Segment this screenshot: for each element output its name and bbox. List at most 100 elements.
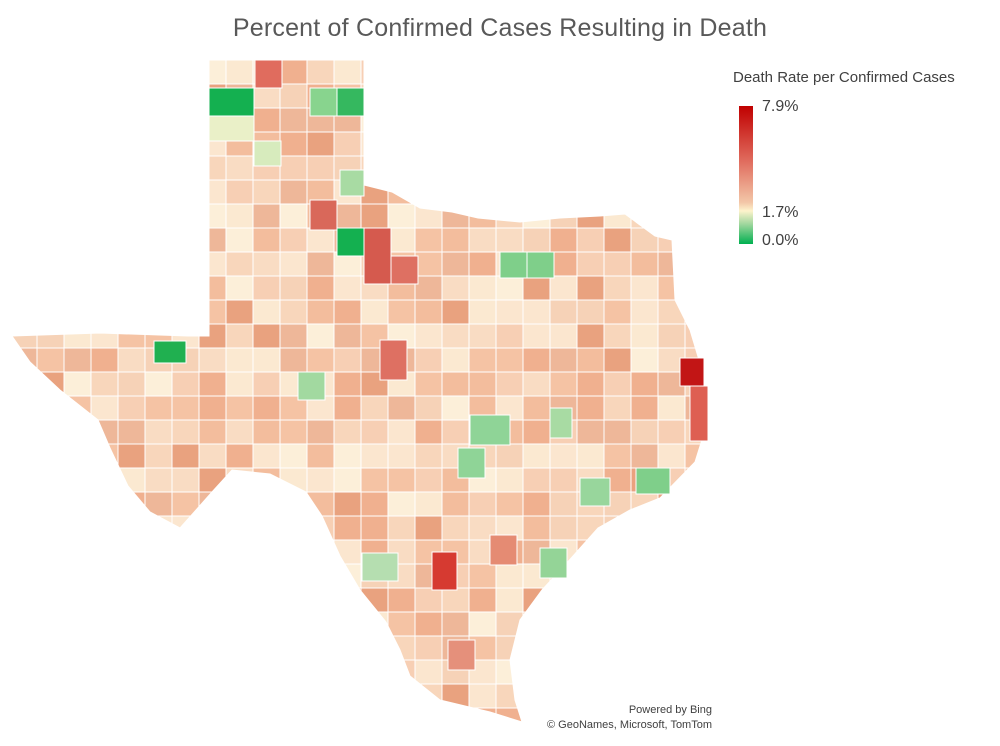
county-shape (549, 275, 578, 301)
county-shape (360, 131, 389, 157)
county-shape (360, 60, 389, 85)
county-shape (549, 227, 578, 253)
county-shape (117, 107, 146, 133)
county-shape (12, 347, 38, 373)
county-shape (144, 539, 173, 565)
county-shape (252, 299, 281, 325)
county-shape (198, 467, 227, 493)
county-shape (117, 635, 146, 661)
county-shape (279, 347, 308, 373)
county-shape (171, 179, 200, 205)
county-shape (252, 371, 281, 397)
county-shape (252, 347, 281, 373)
county-shape (387, 491, 416, 517)
county-shape (36, 659, 65, 685)
county-shape (495, 299, 524, 325)
county-shape (306, 707, 335, 722)
county-shape (522, 227, 551, 253)
county-shape (360, 395, 389, 421)
county-shape (12, 683, 38, 709)
county-shape (522, 683, 551, 709)
county-shape (225, 275, 254, 301)
county-shape (12, 635, 38, 661)
county-shape (36, 515, 65, 541)
county-shape (171, 227, 200, 253)
county-shape (117, 443, 146, 469)
county-shape (225, 563, 254, 589)
county-shape (252, 491, 281, 517)
county-shape (117, 155, 146, 181)
county-shape (549, 83, 578, 109)
county-shape (579, 477, 611, 507)
county-shape (90, 587, 119, 613)
county-shape (171, 491, 200, 517)
county-shape (495, 83, 524, 109)
county-shape (279, 563, 308, 589)
county-shape (225, 371, 254, 397)
county-shape (12, 539, 38, 565)
county-shape (279, 131, 308, 157)
county-shape (360, 203, 389, 229)
powered-by-bing: Powered by Bing (628, 704, 712, 716)
county-shape (657, 131, 686, 157)
county-shape (657, 587, 686, 613)
county-shape (198, 395, 227, 421)
county-tiles (12, 60, 705, 722)
county-shape (117, 539, 146, 565)
county-shape (36, 635, 65, 661)
county-shape (12, 395, 38, 421)
county-shape (495, 587, 524, 613)
county-shape (36, 683, 65, 709)
county-shape (495, 443, 524, 469)
county-shape (36, 155, 65, 181)
county-shape (36, 299, 65, 325)
county-shape (630, 371, 659, 397)
county-shape (387, 419, 416, 445)
county-shape (549, 131, 578, 157)
county-shape (522, 443, 551, 469)
county-shape (333, 60, 362, 85)
county-shape (252, 275, 281, 301)
county-shape (387, 83, 416, 109)
county-shape (333, 347, 362, 373)
county-shape (90, 635, 119, 661)
county-shape (208, 87, 255, 117)
county-shape (279, 611, 308, 637)
county-shape (495, 227, 524, 253)
county-highlights (153, 59, 709, 671)
county-shape (144, 563, 173, 589)
county-shape (576, 275, 605, 301)
county-shape (468, 371, 497, 397)
county-shape (279, 515, 308, 541)
county-shape (684, 491, 705, 517)
county-shape (339, 169, 365, 197)
county-shape (603, 83, 632, 109)
county-shape (117, 683, 146, 709)
county-shape (90, 227, 119, 253)
county-shape (387, 635, 416, 661)
county-shape (144, 179, 173, 205)
county-shape (12, 419, 38, 445)
county-shape (144, 395, 173, 421)
county-shape (630, 419, 659, 445)
county-shape (657, 251, 686, 277)
county-shape (252, 563, 281, 589)
county-shape (12, 563, 38, 589)
county-shape (306, 611, 335, 637)
county-shape (63, 60, 92, 85)
county-shape (576, 443, 605, 469)
county-shape (522, 611, 551, 637)
county-shape (414, 83, 443, 109)
county-shape (63, 395, 92, 421)
county-shape (379, 339, 408, 381)
county-shape (414, 323, 443, 349)
county-shape (603, 419, 632, 445)
county-shape (603, 227, 632, 253)
county-shape (333, 419, 362, 445)
county-shape (414, 419, 443, 445)
county-shape (63, 515, 92, 541)
county-shape (171, 611, 200, 637)
county-shape (297, 371, 326, 401)
county-shape (333, 323, 362, 349)
county-shape (171, 275, 200, 301)
